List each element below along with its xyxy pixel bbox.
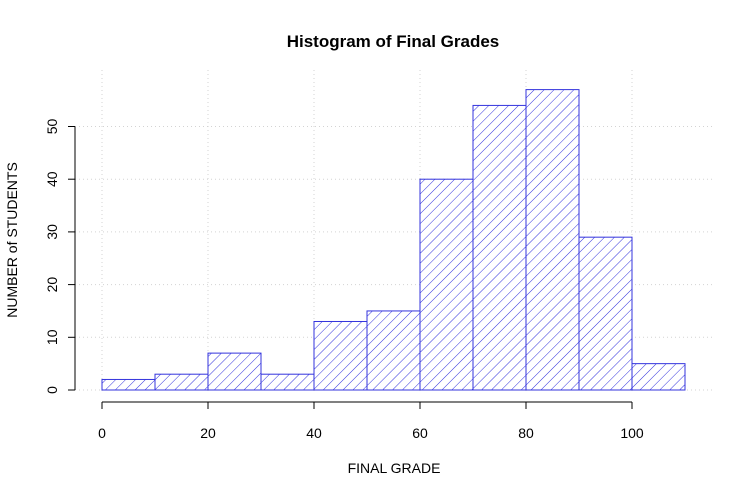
y-tick-label-40: 40 xyxy=(44,171,60,187)
bar-50-60 xyxy=(366,310,421,391)
y-tick-label-30: 30 xyxy=(44,224,60,240)
y-tick-label-0: 0 xyxy=(44,386,60,394)
bar-10-20 xyxy=(154,373,209,391)
bar-90-100 xyxy=(578,236,633,391)
x-axis-label: FINAL GRADE xyxy=(348,460,441,476)
x-tick-label-60: 60 xyxy=(412,425,428,441)
bar-80-90 xyxy=(525,89,580,391)
bar-0-10 xyxy=(101,378,156,391)
y-axis-label: NUMBER of STUDENTS xyxy=(4,162,20,318)
bar-60-70 xyxy=(419,178,474,391)
x-tick-label-20: 20 xyxy=(200,425,216,441)
x-tick-label-0: 0 xyxy=(98,425,106,441)
x-tick-label-100: 100 xyxy=(620,425,644,441)
x-axis: 0 20 40 60 80 100 xyxy=(98,401,644,441)
y-tick-label-20: 20 xyxy=(44,277,60,293)
x-tick-label-80: 80 xyxy=(518,425,534,441)
histogram-bars xyxy=(101,89,686,391)
bar-40-50 xyxy=(313,320,368,391)
bar-100-110 xyxy=(631,363,686,391)
y-axis: 0 10 20 30 40 50 xyxy=(44,119,76,394)
y-tick-label-10: 10 xyxy=(44,329,60,345)
chart-title: Histogram of Final Grades xyxy=(287,32,500,51)
bar-30-40 xyxy=(260,373,315,391)
bar-20-30 xyxy=(207,352,262,391)
y-tick-label-50: 50 xyxy=(44,119,60,135)
bar-70-80 xyxy=(472,104,527,391)
x-tick-label-40: 40 xyxy=(306,425,322,441)
